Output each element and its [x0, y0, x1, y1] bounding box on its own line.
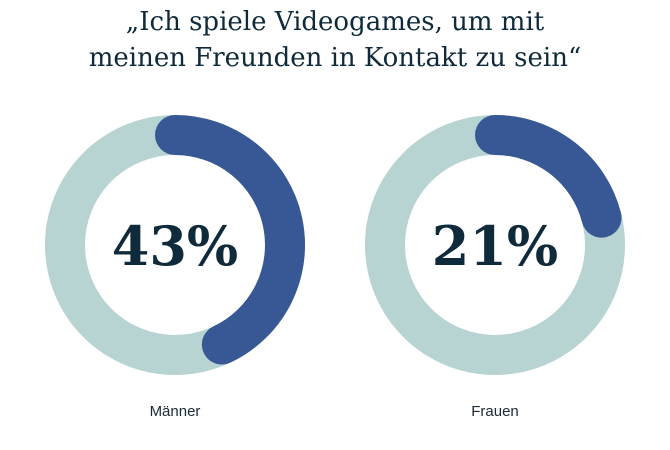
donut-value-label: 43%	[112, 214, 238, 278]
donut-label-frauen: Frauen	[471, 403, 519, 420]
donut-arc-frauen	[475, 115, 622, 238]
donut-value-label: 21%	[432, 214, 558, 278]
donut-label-maenner: Männer	[149, 403, 201, 420]
chart-title: „Ich spiele Videogames, um mit meinen Fr…	[0, 4, 670, 76]
title-line-2: meinen Freunden in Kontakt zu sein“	[88, 43, 582, 73]
donut-arc-männer	[155, 115, 305, 365]
title-line-1: „Ich spiele Videogames, um mit	[125, 7, 545, 37]
